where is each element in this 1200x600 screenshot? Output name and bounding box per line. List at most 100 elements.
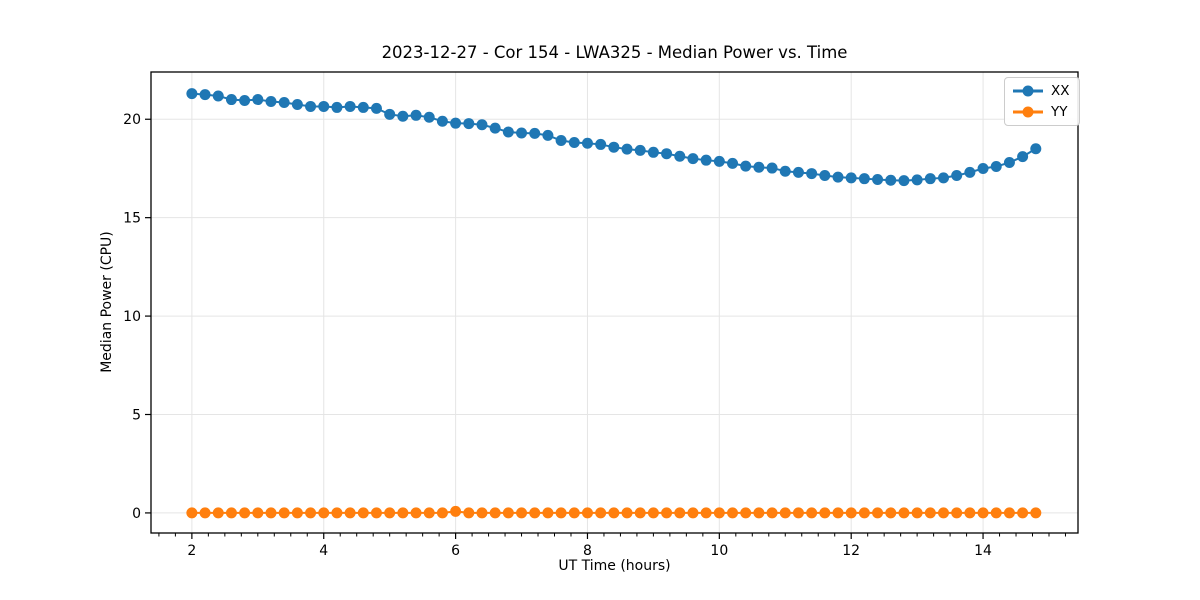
y-tick-label: 20	[123, 112, 141, 128]
data-point-YY	[872, 507, 884, 519]
data-point-YY	[1003, 507, 1015, 519]
data-point-XX	[661, 148, 673, 160]
data-point-YY	[529, 507, 541, 519]
data-point-XX	[951, 170, 963, 182]
data-point-XX	[568, 136, 580, 148]
data-point-XX	[872, 173, 884, 185]
data-point-YY	[186, 507, 198, 519]
data-point-YY	[819, 507, 831, 519]
data-point-YY	[924, 507, 936, 519]
data-point-YY	[964, 507, 976, 519]
legend-line-marker-icon	[1013, 83, 1043, 99]
data-point-YY	[674, 507, 686, 519]
data-point-XX	[212, 90, 224, 102]
data-point-YY	[951, 507, 963, 519]
data-point-XX	[977, 162, 989, 174]
data-point-XX	[595, 138, 607, 150]
data-point-YY	[621, 507, 633, 519]
data-point-XX	[252, 94, 264, 106]
data-point-YY	[476, 507, 488, 519]
data-point-YY	[845, 507, 857, 519]
data-point-YY	[1030, 507, 1042, 519]
data-point-YY	[568, 507, 580, 519]
data-point-XX	[990, 160, 1002, 172]
data-point-XX	[186, 88, 198, 100]
data-point-XX	[265, 96, 277, 108]
data-point-XX	[278, 97, 290, 109]
data-point-XX	[239, 95, 251, 107]
data-point-YY	[239, 507, 251, 519]
data-point-YY	[516, 507, 528, 519]
data-point-YY	[463, 507, 475, 519]
data-point-XX	[529, 127, 541, 139]
data-point-YY	[252, 507, 264, 519]
y-tick-label: 5	[132, 408, 141, 424]
data-point-XX	[225, 94, 237, 106]
data-point-XX	[858, 173, 870, 185]
data-point-XX	[384, 108, 396, 120]
data-point-YY	[911, 507, 923, 519]
data-point-XX	[291, 98, 303, 110]
data-point-XX	[766, 162, 778, 174]
data-point-XX	[753, 161, 765, 173]
data-point-YY	[937, 507, 949, 519]
data-point-XX	[436, 115, 448, 127]
data-point-XX	[1017, 151, 1029, 163]
data-point-YY	[318, 507, 330, 519]
data-point-YY	[713, 507, 725, 519]
data-point-YY	[331, 507, 343, 519]
data-point-YY	[661, 507, 673, 519]
data-point-YY	[792, 507, 804, 519]
x-tick-label: 12	[842, 543, 860, 559]
data-point-YY	[423, 507, 435, 519]
data-point-XX	[937, 172, 949, 184]
y-tick-label: 0	[132, 506, 141, 522]
data-point-YY	[305, 507, 317, 519]
data-point-XX	[502, 126, 514, 138]
data-point-XX	[476, 119, 488, 131]
x-tick-label: 14	[974, 543, 992, 559]
data-point-YY	[489, 507, 501, 519]
data-point-YY	[436, 507, 448, 519]
legend-entry-YY: YY	[1013, 104, 1070, 120]
data-point-XX	[489, 122, 501, 134]
data-point-YY	[450, 505, 462, 517]
legend: XX YY	[1004, 77, 1080, 126]
data-point-YY	[291, 507, 303, 519]
data-point-XX	[845, 172, 857, 184]
data-point-YY	[634, 507, 646, 519]
data-point-YY	[740, 507, 752, 519]
data-point-XX	[423, 111, 435, 123]
data-point-YY	[278, 507, 290, 519]
x-axis-label: UT Time (hours)	[558, 558, 671, 574]
data-point-XX	[792, 166, 804, 178]
data-point-XX	[911, 174, 923, 186]
data-point-YY	[397, 507, 409, 519]
data-point-XX	[370, 102, 382, 114]
data-point-YY	[858, 507, 870, 519]
data-point-YY	[898, 507, 910, 519]
x-tick-label: 4	[319, 543, 328, 559]
data-point-XX	[542, 129, 554, 141]
data-point-YY	[384, 507, 396, 519]
data-point-XX	[608, 141, 620, 153]
data-point-XX	[1003, 157, 1015, 169]
data-point-XX	[331, 101, 343, 113]
data-point-YY	[647, 507, 659, 519]
legend-entry-XX: XX	[1013, 83, 1070, 99]
data-point-YY	[990, 507, 1002, 519]
data-point-YY	[727, 507, 739, 519]
data-point-YY	[687, 507, 699, 519]
data-point-XX	[344, 100, 356, 112]
data-point-YY	[555, 507, 567, 519]
data-point-YY	[700, 507, 712, 519]
data-point-XX	[779, 165, 791, 177]
data-point-XX	[924, 173, 936, 185]
data-point-XX	[357, 101, 369, 113]
data-point-XX	[806, 168, 818, 180]
data-point-XX	[727, 157, 739, 169]
chart-title: 2023-12-27 - Cor 154 - LWA325 - Median P…	[381, 43, 848, 62]
data-point-YY	[977, 507, 989, 519]
